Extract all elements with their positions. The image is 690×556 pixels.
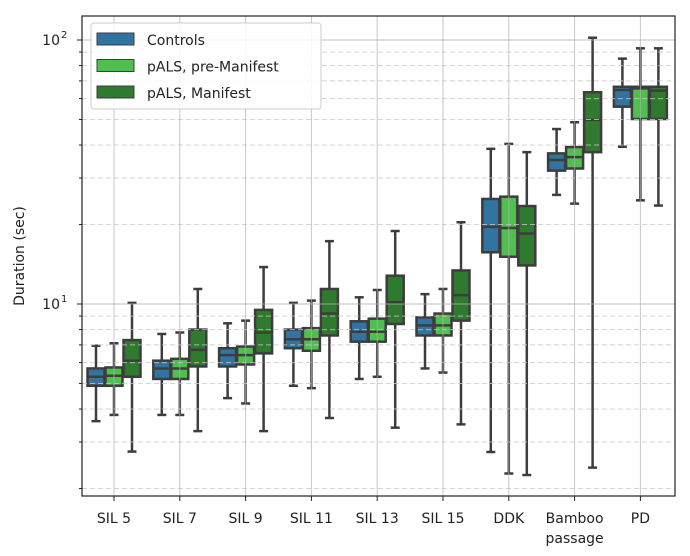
box-0-4 bbox=[349, 296, 369, 381]
box-iqr bbox=[122, 338, 142, 379]
box-0-8 bbox=[612, 57, 633, 149]
box-2-5 bbox=[451, 221, 471, 426]
legend-swatch bbox=[96, 32, 135, 46]
y-tick-exponent: 1 bbox=[61, 294, 67, 305]
box-0-7 bbox=[546, 127, 567, 197]
legend-label: pALS, Manifest bbox=[147, 86, 251, 102]
x-tick-label: SIL 15 bbox=[421, 511, 464, 527]
box-0-6 bbox=[481, 147, 501, 454]
box-0-2 bbox=[217, 322, 238, 400]
legend-label: pALS, pre-Manifest bbox=[147, 60, 279, 76]
box-2-4 bbox=[385, 229, 405, 429]
box-iqr bbox=[517, 204, 537, 267]
box-0-1 bbox=[152, 332, 172, 417]
box-iqr bbox=[319, 287, 340, 337]
x-tick-label: passage bbox=[546, 531, 604, 547]
box-iqr bbox=[582, 90, 603, 154]
legend-swatch bbox=[96, 59, 135, 72]
x-tick-label: SIL 5 bbox=[97, 511, 131, 527]
box-2-1 bbox=[188, 287, 208, 433]
y-tick-exponent: 2 bbox=[61, 30, 67, 41]
legend: Controls pALS, pre-Manifest pALS, Manifest bbox=[90, 22, 322, 110]
x-tick-label: SIL 13 bbox=[356, 511, 399, 527]
x-tick-label: SIL 7 bbox=[163, 511, 197, 527]
box-iqr bbox=[546, 152, 567, 172]
box-2-2 bbox=[253, 265, 274, 433]
box-0-5 bbox=[415, 292, 435, 370]
box-2-3 bbox=[319, 239, 340, 420]
x-tick-label: SIL 11 bbox=[290, 511, 333, 527]
legend-swatch bbox=[96, 85, 135, 99]
box-iqr bbox=[217, 346, 238, 368]
box-iqr bbox=[152, 359, 172, 381]
box-2-8 bbox=[648, 47, 669, 207]
grid-layer bbox=[82, 16, 675, 496]
box-2-6 bbox=[517, 150, 537, 477]
legend-frame bbox=[90, 22, 322, 110]
box-iqr bbox=[188, 328, 208, 368]
x-tick-label: PD bbox=[631, 511, 650, 527]
y-tick-label: 10 bbox=[42, 297, 60, 313]
box-0-3 bbox=[283, 301, 304, 388]
box-iqr bbox=[385, 274, 405, 326]
x-tick-label: Bamboo bbox=[546, 511, 604, 527]
legend-label: Controls bbox=[147, 33, 205, 49]
plot-frame bbox=[81, 15, 676, 497]
x-tick-label: DDK bbox=[493, 511, 525, 527]
x-axis: SIL 5 SIL 7 SIL 9 SIL 11 SIL 13 SIL 15 DDK Bamb… bbox=[97, 496, 650, 547]
y-axis-label: Duration (sec) bbox=[12, 206, 28, 306]
y-tick-label: 10 bbox=[42, 33, 60, 49]
x-tick-label: SIL 9 bbox=[229, 511, 263, 527]
box-2-7 bbox=[582, 36, 603, 469]
box-2-0 bbox=[122, 301, 142, 453]
